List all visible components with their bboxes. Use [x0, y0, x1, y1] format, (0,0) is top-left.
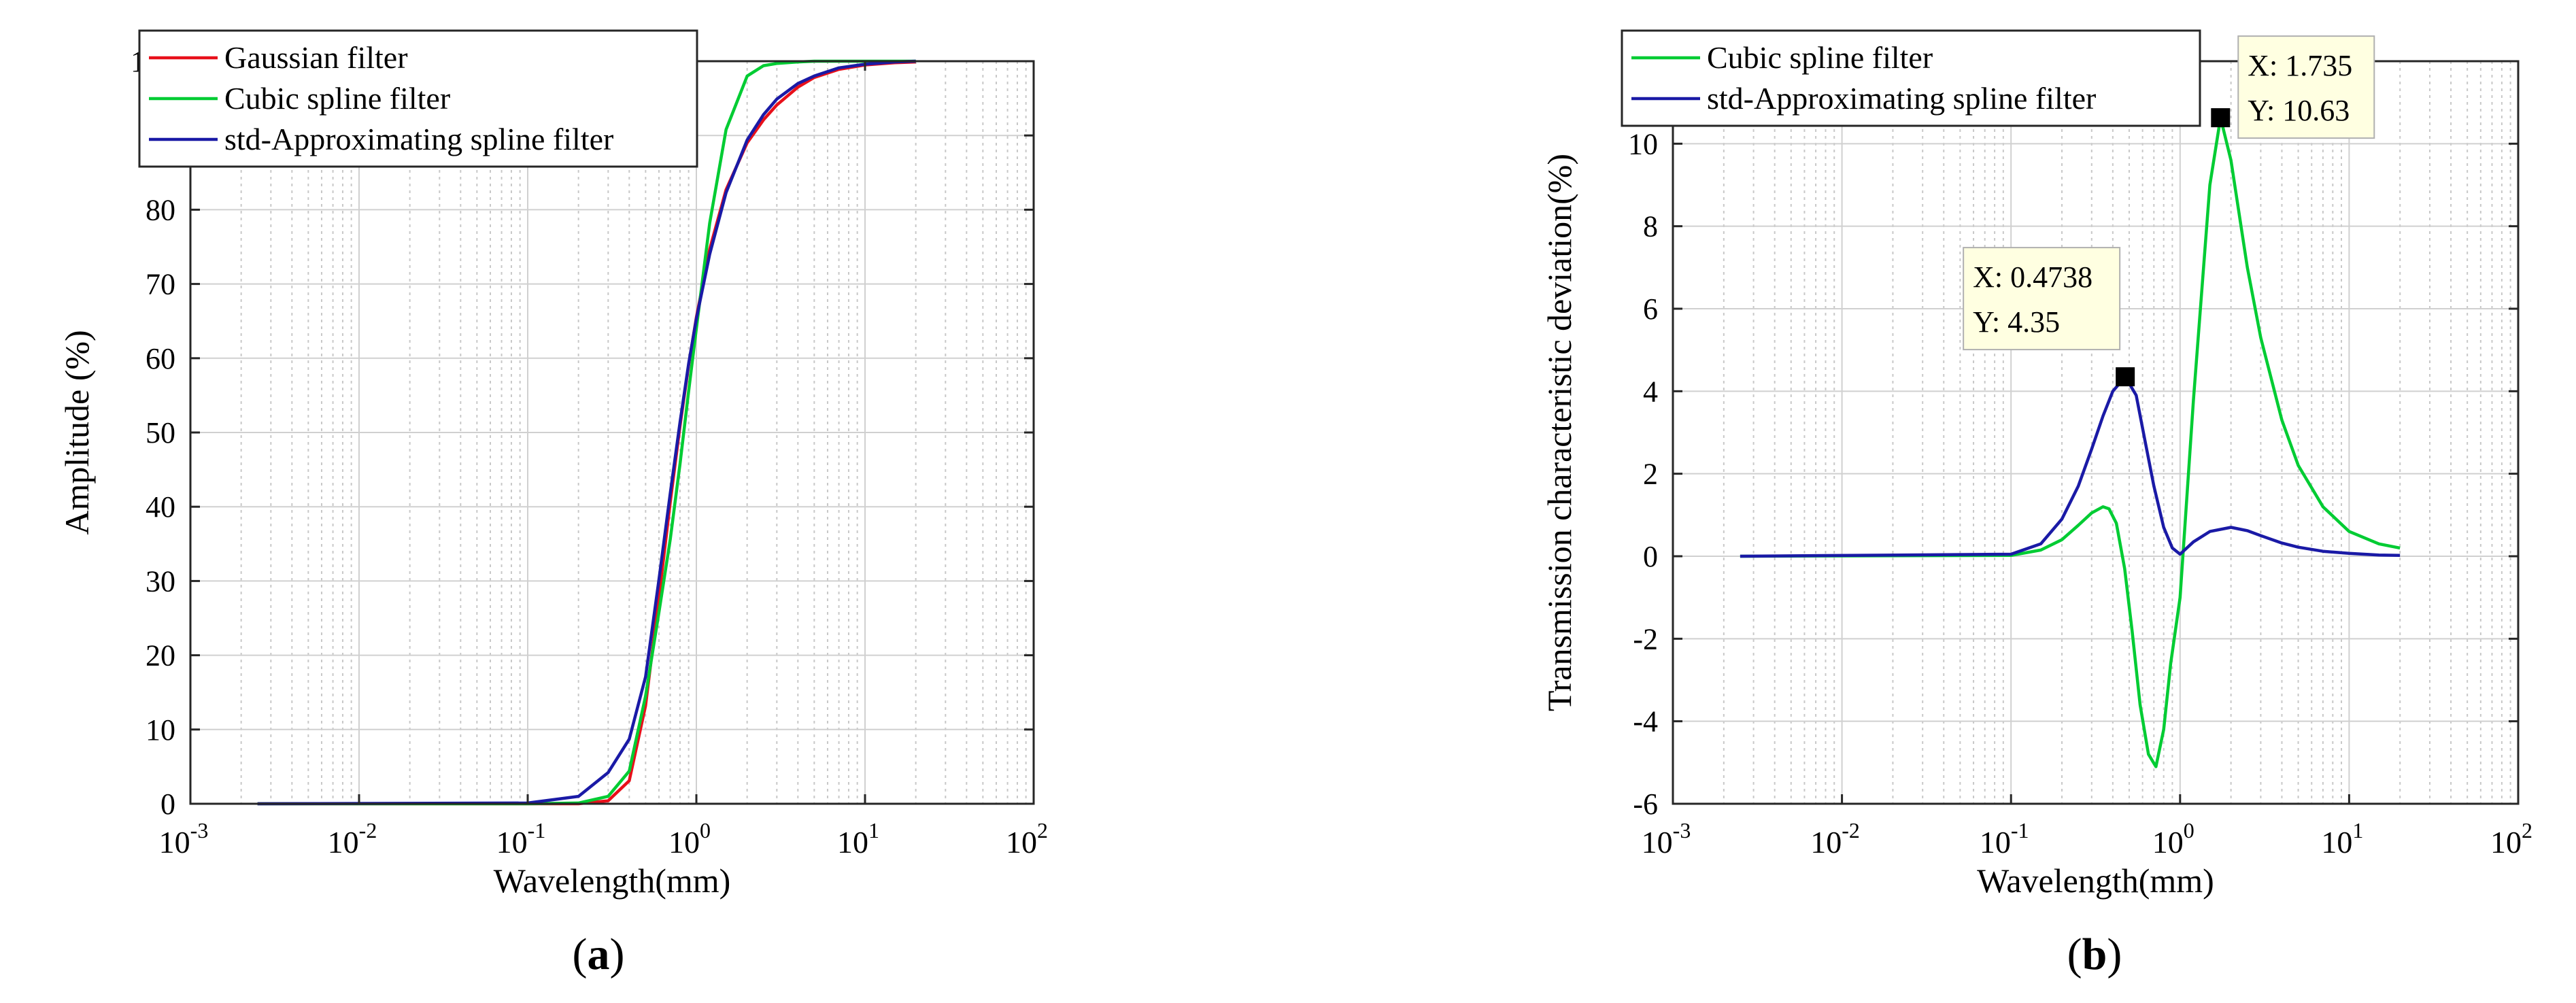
chart-panel-b: 10-310-210-1100101102-6-4-2024681012Wave… [1540, 29, 2532, 979]
pb-y-tick-label: 8 [1643, 210, 1658, 243]
pb-x-tick-label: 102 [2490, 818, 2532, 860]
pa-legend-label: Gaussian filter [224, 40, 408, 75]
pb-datatip-box [2237, 35, 2375, 139]
pa-y-tick-label: 30 [146, 564, 175, 598]
pb-datatip-marker [2116, 367, 2135, 387]
pb-x-tick-label: 10-1 [1980, 818, 2029, 860]
pb-x-tick-label: 10-2 [1810, 818, 1860, 860]
pa-legend-label: std-Approximating spline filter [224, 122, 613, 156]
pa-grid [190, 61, 1034, 804]
pb-y-tick-label: 2 [1643, 458, 1658, 491]
pb-x-tick-label: 100 [2152, 818, 2194, 860]
pa-y-tick-label: 10 [146, 713, 175, 747]
pb-grid [1672, 61, 2519, 804]
pb-y-tick-label: 4 [1643, 375, 1658, 408]
pb-y-tick-label: -4 [1633, 705, 1658, 738]
pa-y-tick-label: 0 [160, 787, 175, 821]
pa-y-axis-label: Amplitude (%) [58, 330, 96, 534]
chart-panel-a: 10-310-210-11001011020102030405060708090… [58, 29, 1048, 979]
pa-panel-label: (a) [573, 930, 625, 979]
pb-datatip-box [1963, 247, 2121, 351]
pa-legend: Gaussian filter Cubic spline filter std-Ap… [138, 29, 698, 168]
pa-y-tick-label: 80 [146, 193, 175, 226]
pb-datatip-x-text: X: 0.4738 [1973, 260, 2092, 294]
pa-x-tick-label: 101 [837, 818, 879, 860]
pa-x-tick-label: 10-1 [496, 818, 546, 860]
pb-legend-label: std-Approximating spline filter [1707, 81, 2096, 116]
pb-datatip-y-text: Y: 10.63 [2248, 94, 2350, 127]
pb-datatip-0: X: 0.4738 Y: 4.35 [1963, 247, 2135, 387]
pb-datatip-x-text: X: 1.735 [2248, 49, 2352, 82]
pa-x-tick-label: 10-3 [159, 818, 209, 860]
pa-y-tick-label: 50 [146, 416, 175, 449]
pb-datatip-marker [2211, 108, 2231, 128]
pb-y-tick-label: 6 [1643, 292, 1658, 326]
pa-y-tick-label: 60 [146, 342, 175, 375]
pb-series-line-1 [1740, 375, 2401, 558]
pa-y-tick-label: 20 [146, 639, 175, 673]
pb-legend: Cubic spline filter std-Approximating spl… [1621, 29, 2201, 127]
pa-y-tick-label: 40 [146, 490, 175, 524]
pb-datatip-1: X: 1.735 Y: 10.63 [2211, 35, 2375, 139]
pb-y-tick-label: 10 [1628, 127, 1658, 160]
pb-panel-label: (b) [2067, 930, 2122, 979]
pb-x-tick-label: 101 [2321, 818, 2363, 860]
pb-series-line-0 [1740, 116, 2401, 768]
pa-y-tick-label: 70 [146, 268, 175, 301]
pa-x-tick-label: 10-2 [328, 818, 377, 860]
pa-series-line-2 [257, 59, 916, 806]
pb-plot-area [1673, 61, 2518, 804]
pb-x-axis-label: Wavelength(mm) [1977, 862, 2214, 900]
pa-x-tick-label: 102 [1006, 818, 1048, 860]
pb-y-tick-label: -2 [1633, 622, 1658, 656]
pb-legend-box [1621, 29, 2201, 127]
pb-y-tick-label: -6 [1633, 787, 1658, 821]
pa-x-axis-label: Wavelength(mm) [494, 862, 731, 900]
pa-legend-box [138, 29, 698, 168]
pb-y-tick-label: 0 [1643, 540, 1658, 573]
pa-x-tick-label: 100 [668, 818, 711, 860]
pb-y-axis-label: Transmission characteristic deviation(%) [1540, 154, 1578, 711]
pb-legend-label: Cubic spline filter [1707, 40, 1933, 75]
pa-legend-label: Cubic spline filter [224, 81, 450, 116]
pb-x-tick-label: 10-3 [1642, 818, 1691, 860]
pb-datatip-y-text: Y: 4.35 [1973, 305, 2060, 339]
